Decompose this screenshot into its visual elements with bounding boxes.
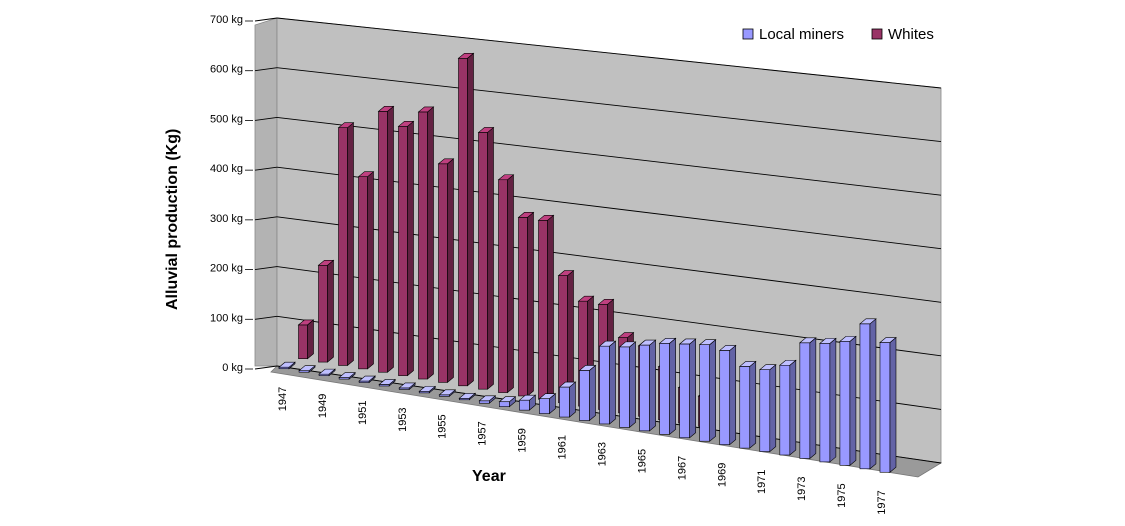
- bar-local-miners: [478, 395, 497, 404]
- bar-local-miners: [558, 381, 577, 418]
- x-tick-label: 1953: [397, 407, 409, 431]
- bar-local-miners: [839, 335, 857, 467]
- bar-whites: [357, 171, 375, 370]
- x-tick-label: 1957: [477, 421, 489, 445]
- x-tick-label: 1967: [676, 456, 688, 480]
- bar-whites: [317, 259, 335, 363]
- side-gridline: [254, 315, 278, 320]
- bar-local-miners: [398, 382, 417, 391]
- bar-whites: [517, 211, 535, 397]
- x-tick-label: 1959: [517, 428, 529, 452]
- y-axis-ticks: 0 kg 100 kg 200 kg 300 kg 400 kg 500 kg 600 kg…: [210, 14, 253, 374]
- x-tick-label: 1973: [796, 476, 808, 500]
- bar-local-miners: [698, 339, 717, 442]
- bar-local-miners: [418, 385, 437, 394]
- bar-whites: [417, 106, 435, 380]
- bar-local-miners: [518, 394, 537, 411]
- y-tick-label: 400 kg: [210, 163, 243, 175]
- bar-local-miners: [618, 341, 637, 429]
- bar-local-miners: [819, 337, 837, 463]
- bar-whites: [337, 122, 355, 367]
- bar-local-miners: [758, 364, 777, 453]
- x-tick-label: 1971: [756, 470, 768, 494]
- y-tick-label: 500 kg: [210, 113, 243, 125]
- x-tick-label: 1969: [716, 463, 728, 487]
- x-axis-title: Year: [472, 468, 506, 485]
- bar-local-miners: [438, 389, 457, 397]
- x-tick-label: 1963: [596, 442, 608, 466]
- bar-local-miners: [799, 337, 817, 460]
- bar-local-miners: [718, 344, 737, 446]
- gridline: [276, 17, 942, 89]
- bar-local-miners: [658, 337, 677, 435]
- legend-swatch: [871, 28, 883, 40]
- bar-local-miners: [738, 360, 757, 449]
- bar-local-miners: [578, 364, 597, 422]
- bar-local-miners: [678, 338, 697, 439]
- legend-label: Whites: [888, 26, 934, 43]
- side-gridline: [254, 266, 278, 271]
- legend-label: Local miners: [759, 26, 844, 43]
- x-tick-label: 1955: [437, 414, 449, 438]
- y-tick-label: 0 kg: [222, 362, 243, 374]
- bar-local-miners: [538, 393, 557, 415]
- bar-local-miners: [298, 365, 316, 373]
- bar-whites: [537, 214, 555, 400]
- x-tick-label: 1951: [357, 401, 369, 425]
- y-axis-title: Alluvial production (Kg): [164, 129, 181, 310]
- bar-local-miners: [638, 339, 657, 432]
- bar-local-miners: [859, 318, 877, 470]
- x-tick-label: 1977: [876, 490, 888, 514]
- y-tick-label: 100 kg: [210, 312, 243, 324]
- bar-local-miners: [278, 361, 296, 370]
- bar-local-miners: [778, 359, 797, 456]
- x-axis-ticks: 1947 1949 1951 1953 1955 1957 1959 1961 1963 1965…: [277, 387, 888, 515]
- bar-whites: [557, 269, 575, 404]
- side-gridline: [254, 365, 278, 370]
- y-tick-label: 700 kg: [210, 14, 243, 26]
- y-tick-label: 200 kg: [210, 263, 243, 275]
- side-gridline: [254, 17, 278, 22]
- x-tick-label: 1975: [836, 483, 848, 507]
- bars: [278, 52, 897, 473]
- bar-whites: [397, 120, 415, 377]
- bar-local-miners: [378, 378, 397, 387]
- x-tick-label: 1961: [557, 435, 569, 459]
- legend-swatch: [742, 28, 754, 40]
- side-gridline: [254, 166, 278, 171]
- side-gridline: [254, 116, 278, 121]
- y-tick-label: 300 kg: [210, 213, 243, 225]
- side-gridline: [254, 67, 278, 72]
- bar-whites: [497, 174, 515, 394]
- bar-local-miners: [338, 371, 356, 380]
- bar-local-miners: [598, 340, 617, 425]
- side-gridline: [254, 216, 278, 221]
- y-tick-label: 600 kg: [210, 64, 243, 76]
- bar-local-miners: [358, 375, 376, 384]
- bar-whites: [457, 52, 475, 387]
- bar-whites: [377, 105, 395, 373]
- bar-whites: [437, 158, 455, 384]
- bar-local-miners: [498, 396, 517, 408]
- x-tick-label: 1965: [636, 449, 648, 473]
- bar-whites: [477, 126, 495, 390]
- bar-local-miners: [318, 368, 336, 377]
- x-tick-label: 1949: [317, 394, 329, 418]
- legend: Local miners Whites: [742, 26, 934, 43]
- gridline: [276, 67, 942, 143]
- bar-local-miners: [458, 392, 477, 401]
- x-tick-label: 1947: [277, 387, 289, 411]
- bar-local-miners: [879, 336, 897, 473]
- bar-whites: [297, 319, 315, 360]
